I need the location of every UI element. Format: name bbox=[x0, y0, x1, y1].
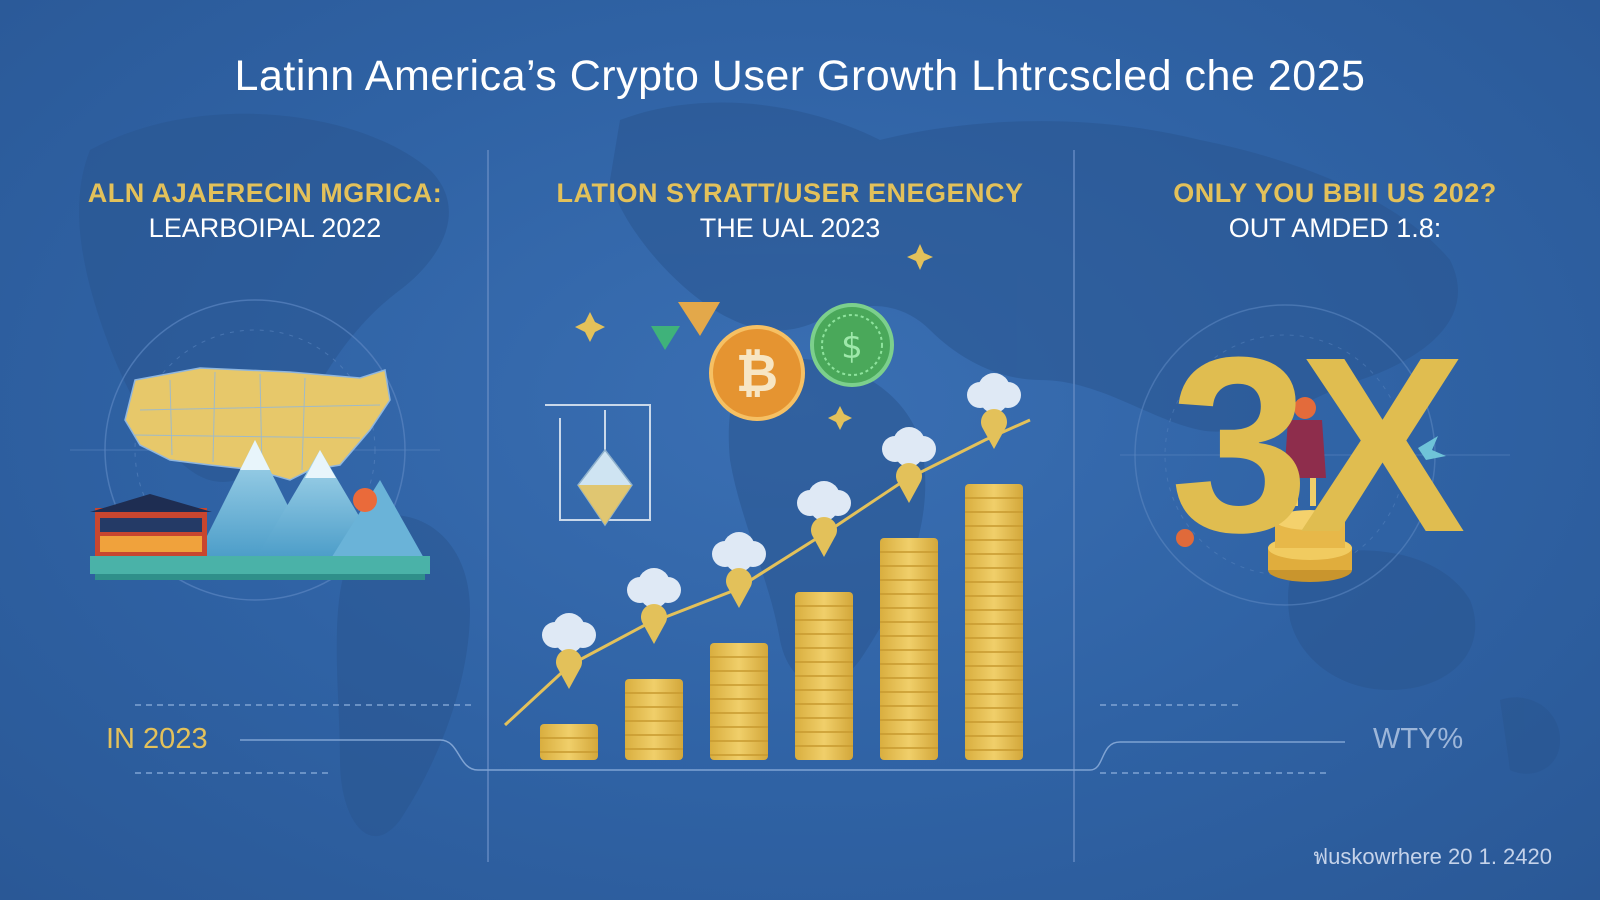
coin-stack-bar bbox=[795, 481, 853, 760]
footer-source: ฟuskowrhere 20 1. 2420 bbox=[1312, 844, 1552, 869]
coin-stack-bar bbox=[965, 373, 1023, 760]
cloud-icon bbox=[967, 373, 1021, 413]
panel-subtitle: THE UAL 2023 bbox=[699, 213, 881, 243]
dollar-coin-icon: $ bbox=[810, 303, 894, 387]
growth-bars bbox=[540, 373, 1023, 760]
panel-title: LATION SYRATT/USER ENEGENCY bbox=[556, 178, 1024, 208]
svg-text:$: $ bbox=[841, 327, 863, 367]
panel-divider-right bbox=[1073, 150, 1075, 862]
panel-title: ALN AJAERECIN MGRICA: bbox=[87, 178, 443, 208]
mountain-icon bbox=[195, 440, 425, 560]
diamond-gem-icon bbox=[545, 404, 651, 527]
panel-title: ONLY YOU BBII US 202? bbox=[1173, 178, 1497, 208]
pin-icon bbox=[556, 649, 582, 689]
panel-subtitle: OUT AMDED 1.8: bbox=[1228, 213, 1442, 243]
right-illustration bbox=[1120, 304, 1510, 606]
left-year-label: IN 2023 bbox=[106, 723, 208, 755]
multiplier-figure: 3X bbox=[1170, 305, 1466, 584]
cloud-icon bbox=[712, 532, 766, 572]
bird-icon bbox=[1418, 436, 1446, 460]
bitcoin-icon: ₿ bbox=[709, 325, 805, 421]
coin-stack-icon bbox=[1268, 510, 1352, 582]
panel-divider-left bbox=[487, 150, 489, 862]
coin-stack-bar bbox=[880, 427, 938, 760]
coin-stack-bar bbox=[625, 568, 683, 760]
building-icon bbox=[90, 494, 212, 556]
triangle-gem-icon bbox=[678, 302, 720, 336]
sparkle-icon bbox=[575, 244, 933, 430]
panel-heading-center: LATION SYRATT/USER ENEGENCY THE UAL 2023 bbox=[510, 178, 1070, 244]
coin-stack-bar bbox=[540, 613, 598, 760]
panel-subtitle: LEARBOIPAL 2022 bbox=[148, 213, 382, 243]
panel-heading-left: ALN AJAERECIN MGRICA: LEARBOIPAL 2022 bbox=[40, 178, 490, 244]
panel-heading-right: ONLY YOU BBII US 202? OUT AMDED 1.8: bbox=[1100, 178, 1570, 244]
svg-text:₿: ₿ bbox=[736, 344, 778, 404]
cloud-icon bbox=[627, 568, 681, 608]
pin-icon bbox=[641, 604, 667, 644]
sun-icon bbox=[353, 488, 377, 512]
center-illustration: ₿ $ bbox=[503, 244, 1031, 760]
cloud-icon bbox=[797, 481, 851, 521]
pin-icon bbox=[811, 517, 838, 557]
page-title: Latinn America’s Crypto User Growth Lhtr… bbox=[234, 52, 1366, 100]
cloud-icon bbox=[882, 427, 936, 467]
left-illustration bbox=[70, 299, 440, 601]
pin-icon bbox=[981, 408, 1008, 449]
cloud-icon bbox=[542, 613, 596, 653]
pin-icon bbox=[896, 462, 923, 503]
right-percent-label: WTY% bbox=[1373, 723, 1464, 755]
person-icon bbox=[1284, 397, 1326, 506]
pin-icon bbox=[726, 568, 752, 608]
coin-stack-bar bbox=[710, 532, 768, 760]
